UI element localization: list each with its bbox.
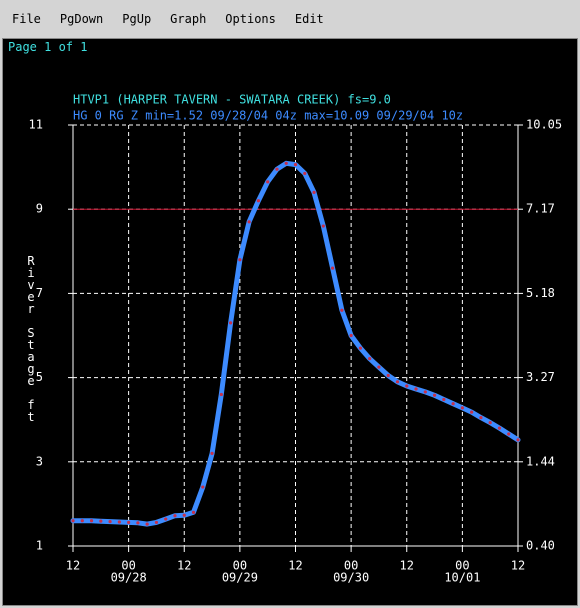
x-tick-label: 00 bbox=[455, 559, 469, 573]
data-point bbox=[247, 220, 251, 224]
data-point bbox=[386, 373, 390, 378]
data-point bbox=[423, 390, 427, 394]
x-date-label: 10/01 bbox=[444, 571, 480, 585]
data-point bbox=[71, 519, 75, 523]
data-point bbox=[80, 519, 84, 523]
data-point bbox=[414, 387, 418, 391]
x-tick-label: 00 bbox=[233, 559, 247, 573]
y-tick-label: 7 bbox=[36, 286, 43, 300]
menu-item[interactable]: PgUp bbox=[122, 12, 152, 26]
x-date-label: 09/28 bbox=[111, 571, 147, 585]
chart-subtitle: HG 0 RG Z min=1.52 09/28/04 04z max=10.0… bbox=[73, 109, 463, 123]
data-point bbox=[432, 393, 437, 397]
data-point bbox=[442, 397, 446, 402]
data-point bbox=[358, 346, 362, 350]
x-tick-label: 12 bbox=[511, 559, 525, 573]
x-tick-label: 12 bbox=[66, 559, 80, 573]
data-point bbox=[201, 485, 205, 489]
y-tick-label: 5 bbox=[36, 370, 43, 384]
y2-tick-label: 7.17 bbox=[526, 202, 555, 216]
data-point bbox=[229, 321, 233, 325]
menu-item[interactable]: Options bbox=[225, 12, 276, 26]
data-point bbox=[182, 513, 186, 517]
data-point bbox=[303, 171, 307, 176]
data-point bbox=[395, 380, 400, 384]
x-tick-label: 00 bbox=[121, 559, 135, 573]
data-point bbox=[293, 162, 298, 167]
y-tick-label: 3 bbox=[36, 454, 43, 468]
data-point bbox=[238, 258, 242, 262]
data-point bbox=[368, 357, 372, 361]
data-point bbox=[460, 406, 464, 410]
x-date-label: 09/29 bbox=[222, 571, 258, 585]
x-tick-label: 12 bbox=[288, 559, 302, 573]
y2-tick-label: 10.05 bbox=[526, 118, 562, 132]
menu-item[interactable]: Edit bbox=[294, 12, 324, 26]
x-tick-label: 12 bbox=[177, 559, 191, 573]
data-point bbox=[89, 519, 94, 523]
data-point bbox=[136, 521, 140, 525]
y2-tick-label: 0.40 bbox=[526, 539, 555, 553]
y2-tick-label: 3.27 bbox=[526, 370, 555, 384]
data-point bbox=[108, 519, 112, 524]
menu-item[interactable]: File bbox=[12, 12, 41, 26]
data-point bbox=[210, 451, 214, 455]
page-label: Page 1 of 1 bbox=[8, 40, 88, 54]
y2-tick-label: 5.18 bbox=[526, 286, 555, 300]
data-point bbox=[451, 402, 455, 406]
graph-panel bbox=[2, 38, 578, 606]
data-point bbox=[479, 415, 483, 420]
menu-item[interactable]: Graph bbox=[170, 12, 207, 26]
data-point bbox=[173, 514, 177, 518]
x-date-label: 09/30 bbox=[333, 571, 369, 585]
data-point bbox=[99, 519, 103, 523]
data-point bbox=[349, 333, 353, 338]
data-point bbox=[275, 167, 279, 171]
data-point bbox=[321, 224, 325, 228]
data-point bbox=[284, 161, 288, 165]
data-point bbox=[470, 410, 474, 414]
chart-title: HTVP1 (HARPER TAVERN - SWATARA CREEK) fs… bbox=[73, 93, 391, 107]
data-point bbox=[312, 190, 316, 194]
x-tick-label: 00 bbox=[344, 559, 358, 573]
data-point bbox=[256, 199, 261, 203]
data-point bbox=[191, 510, 196, 514]
data-point bbox=[405, 384, 409, 388]
data-point bbox=[266, 180, 270, 184]
y-tick-label: 9 bbox=[36, 202, 43, 216]
y-axis-label: River Stage ft bbox=[24, 254, 38, 422]
data-point bbox=[497, 426, 502, 430]
data-point bbox=[488, 421, 492, 425]
y2-tick-label: 1.44 bbox=[526, 454, 555, 468]
data-point bbox=[127, 520, 131, 525]
menu-bar: File PgDown PgUp Graph Options Edit bbox=[0, 0, 580, 38]
data-point bbox=[154, 520, 159, 525]
data-point bbox=[340, 308, 344, 312]
data-point bbox=[219, 392, 223, 397]
menu-item[interactable]: PgDown bbox=[59, 12, 104, 26]
data-point bbox=[377, 365, 381, 369]
data-point bbox=[330, 266, 335, 270]
y-tick-label: 11 bbox=[29, 118, 43, 132]
y-tick-label: 1 bbox=[36, 539, 43, 553]
data-point bbox=[145, 522, 149, 526]
data-point bbox=[164, 517, 168, 521]
x-tick-label: 12 bbox=[400, 559, 414, 573]
data-point bbox=[516, 438, 520, 442]
data-point bbox=[117, 520, 121, 524]
data-point bbox=[507, 432, 511, 436]
